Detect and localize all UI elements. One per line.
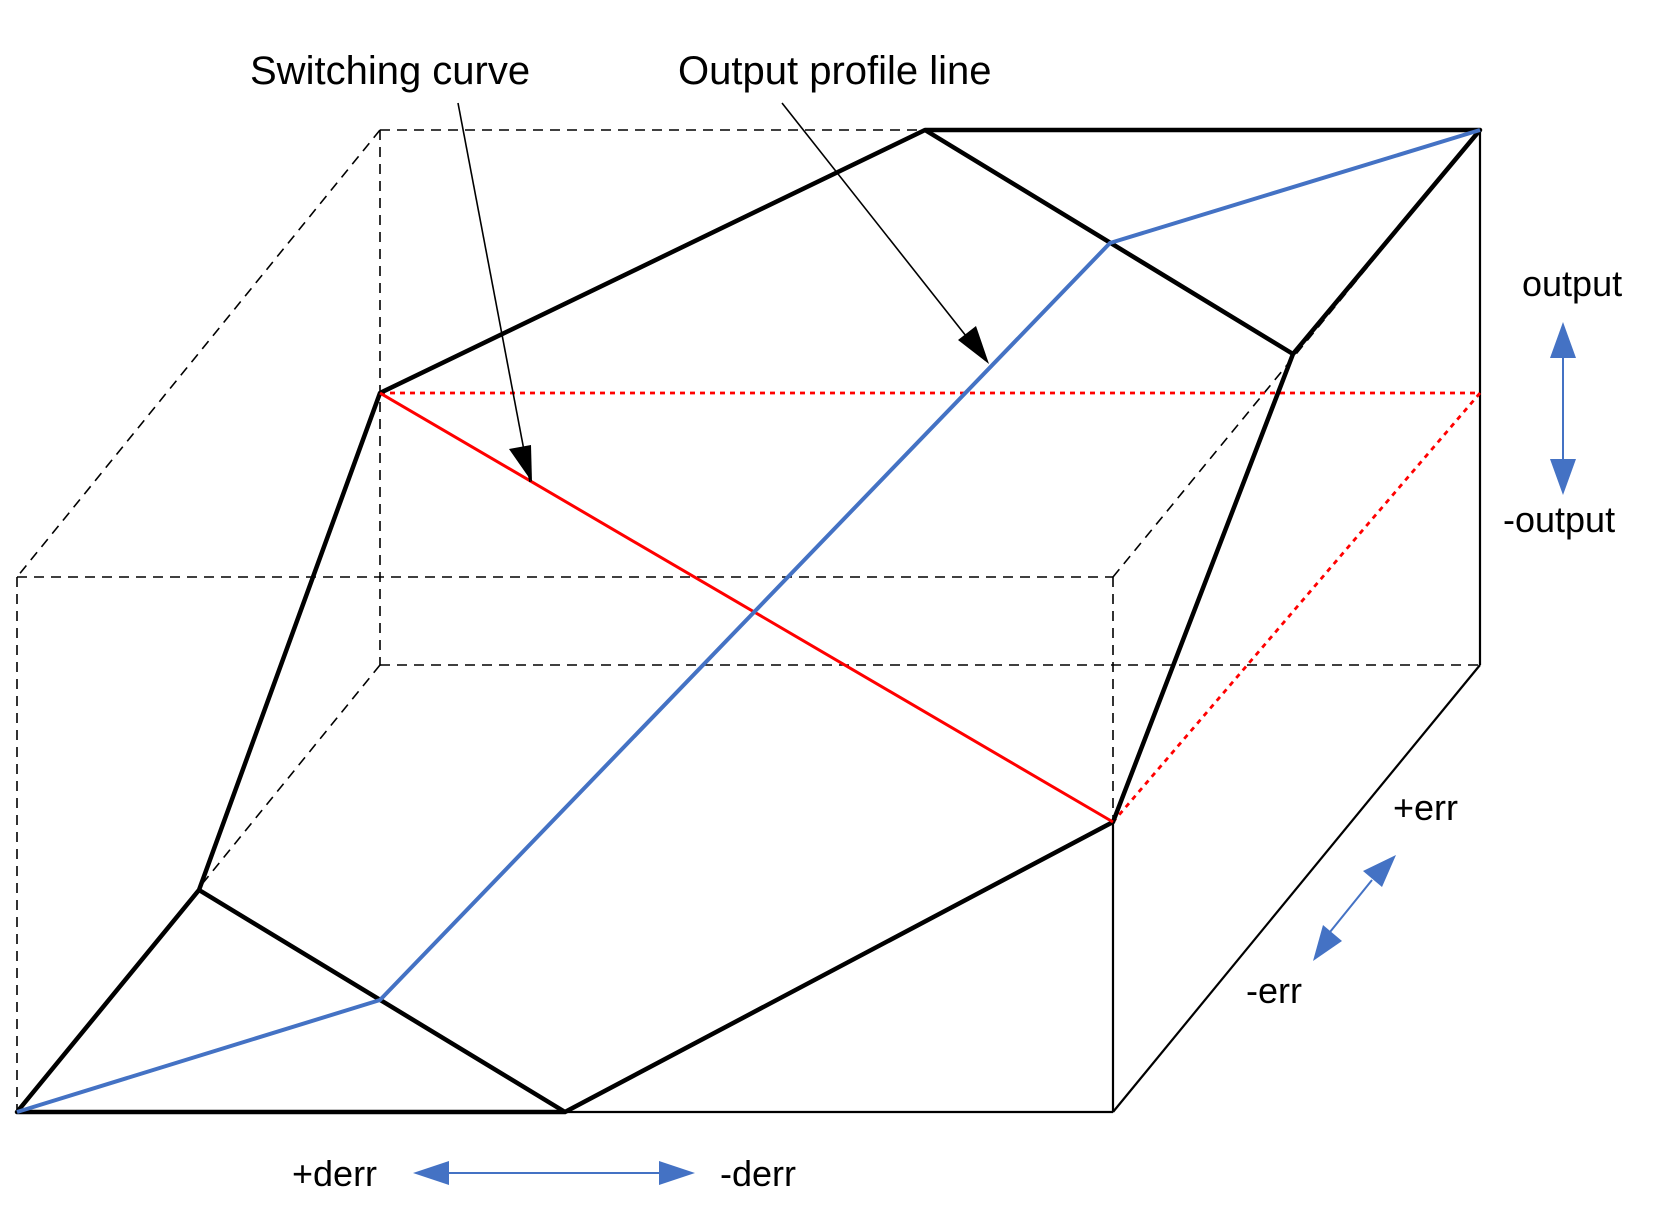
surface-fold-lower bbox=[197, 888, 567, 1114]
neg-derr-label: -derr bbox=[720, 1153, 796, 1194]
neg-err-label: -err bbox=[1246, 970, 1302, 1011]
output-axis-arrow bbox=[1550, 322, 1576, 495]
switching-curve-line bbox=[379, 391, 1114, 824]
output-profile-line bbox=[16, 128, 1481, 1114]
box-hidden-edges bbox=[16, 129, 1481, 1113]
switching-curve-leader bbox=[457, 102, 531, 483]
err-axis-arrow bbox=[1313, 855, 1396, 961]
switching-curve-label: Switching curve bbox=[250, 49, 530, 93]
zero-output-plane bbox=[380, 391, 1482, 823]
output-profile-leader bbox=[781, 102, 986, 361]
output-label: output bbox=[1522, 263, 1622, 304]
control-surface-outline bbox=[14, 127, 1483, 1115]
neg-output-label: -output bbox=[1503, 499, 1615, 540]
output-profile-line-label: Output profile line bbox=[678, 49, 992, 93]
box-visible-edges bbox=[17, 130, 1482, 1114]
pos-derr-label: +derr bbox=[292, 1153, 377, 1194]
derr-axis-arrow bbox=[413, 1161, 695, 1185]
switching-curve-arrowhead bbox=[509, 445, 532, 482]
output-profile-arrowhead bbox=[958, 326, 989, 364]
pos-err-label: +err bbox=[1393, 787, 1458, 828]
